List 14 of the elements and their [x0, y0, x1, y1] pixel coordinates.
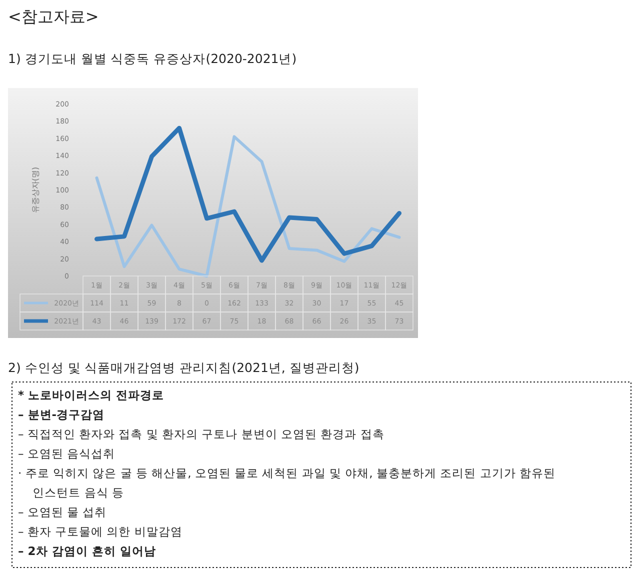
text: 2) 수인성 및 식품매개감염병 관리지침(2021년, 질병관리청): [8, 360, 360, 375]
text: – 오염된 음식섭취: [18, 446, 116, 460]
line-series: [95, 135, 401, 278]
text: – 오염된 물 섭취: [18, 505, 107, 519]
text: * 노로바이러스의 전파경로: [18, 388, 164, 402]
text: – 환자 구토물에 의한 비말감염: [18, 524, 182, 538]
text: – 분변-경구감염: [18, 408, 105, 422]
text: – 2차 감염이 흔히 일어남: [18, 544, 156, 558]
text: – 직접적인 환자와 접촉 및 환자의 구토나 분변이 오염된 환경과 접촉: [18, 427, 384, 441]
chart-title: 1) 경기도내 월별 식중독 유증상자(2020-2021년): [8, 51, 297, 66]
text: <참고자료>: [8, 7, 99, 26]
y-axis-title: 유증상자(명): [31, 166, 40, 214]
line-series: [94, 126, 402, 263]
text: · 주로 익히지 않은 굴 등 해산물, 오염된 물로 세척된 과일 및 야채, 불충분하게 조리된 고기가 함유된 인스턴트 음식 등: [18, 466, 556, 500]
